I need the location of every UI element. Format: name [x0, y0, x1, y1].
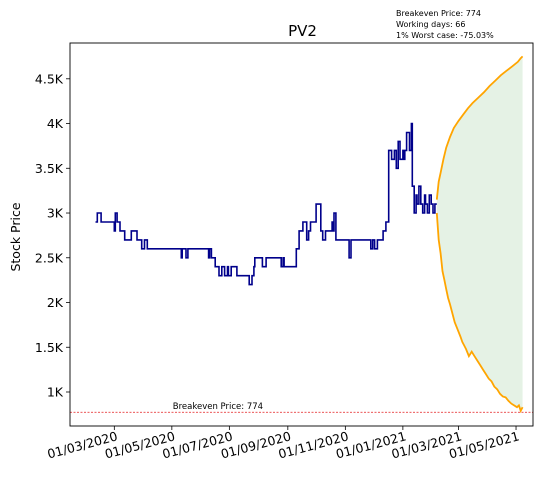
y-axis-label: Stock Price: [8, 202, 23, 271]
forecast-band: [436, 56, 523, 411]
plot-frame: [69, 42, 534, 427]
info-working-days: Working days: 66: [396, 20, 465, 29]
history-line: [95, 122, 437, 286]
info-worst-case: 1% Worst case: -75.03%: [396, 31, 494, 40]
y-tick-label: 1K: [47, 384, 64, 399]
y-tick-label: 4.5K: [35, 71, 64, 86]
y-tick-label: 4K: [47, 116, 64, 131]
breakeven-label: Breakeven Price: 774: [173, 402, 263, 412]
info-breakeven: Breakeven Price: 774: [396, 9, 481, 18]
y-tick-label: 1.5K: [35, 340, 64, 355]
forecast-upper-line: [435, 55, 524, 200]
forecast-lower-line: [435, 212, 524, 414]
plot-area: Breakeven Price: 774: [70, 55, 533, 414]
y-tick-label: 3.5K: [35, 161, 64, 176]
y-tick-label: 2K: [47, 295, 64, 310]
y-tick-label: 3K: [47, 206, 64, 221]
y-tick-label: 2.5K: [35, 250, 64, 265]
chart-title: PV2: [288, 22, 317, 40]
axes: 1K1.5K2K2.5K3K3.5K4K4.5K01/03/202001/05/…: [35, 42, 534, 462]
